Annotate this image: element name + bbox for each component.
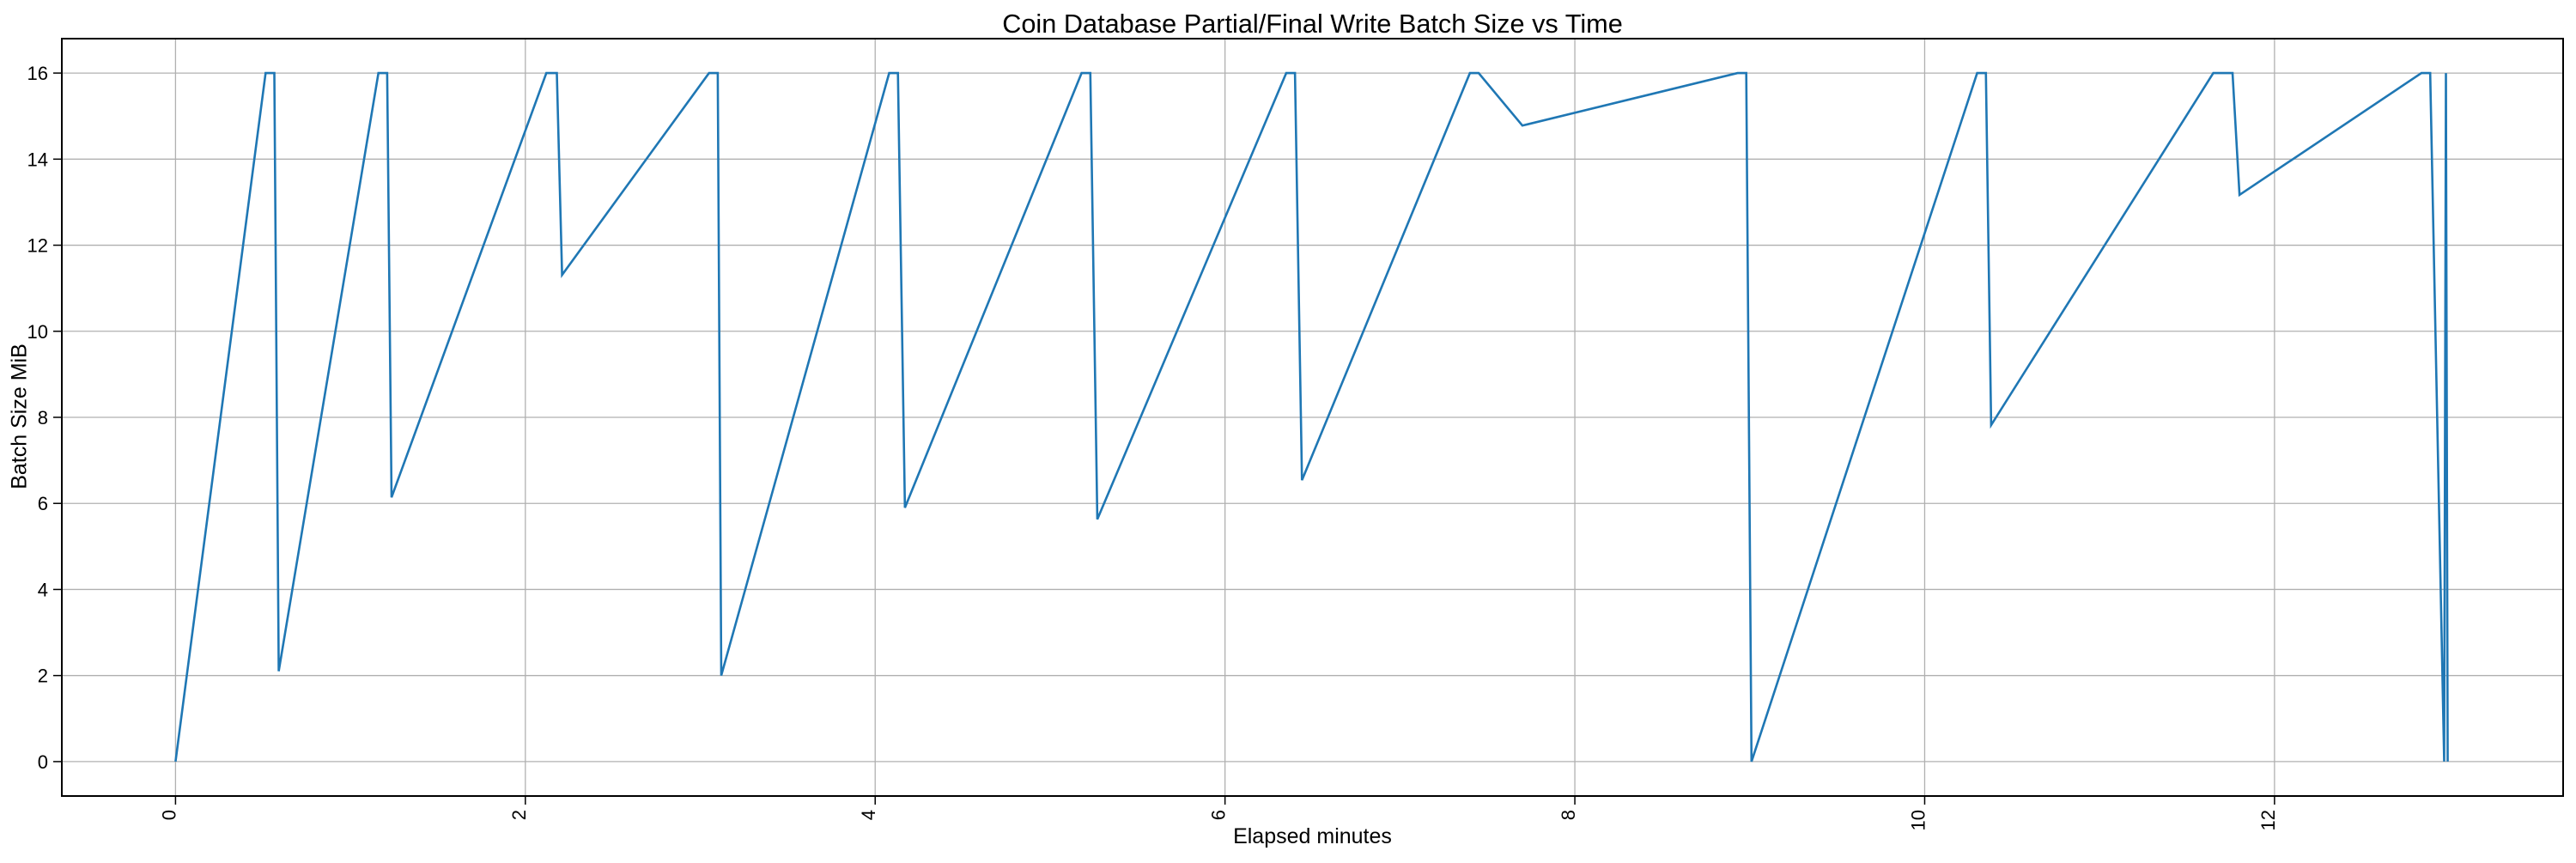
svg-text:2: 2 (508, 810, 530, 820)
svg-text:10: 10 (27, 321, 48, 343)
svg-text:14: 14 (27, 149, 48, 170)
svg-text:4: 4 (858, 810, 879, 820)
svg-text:16: 16 (27, 63, 48, 84)
svg-text:2: 2 (38, 665, 48, 687)
svg-text:0: 0 (38, 751, 48, 773)
svg-text:8: 8 (38, 407, 48, 428)
svg-text:4: 4 (38, 579, 48, 600)
svg-text:8: 8 (1558, 810, 1579, 820)
svg-text:12: 12 (27, 235, 48, 257)
svg-text:6: 6 (1208, 810, 1230, 820)
svg-text:0: 0 (158, 810, 179, 820)
svg-text:6: 6 (38, 493, 48, 514)
